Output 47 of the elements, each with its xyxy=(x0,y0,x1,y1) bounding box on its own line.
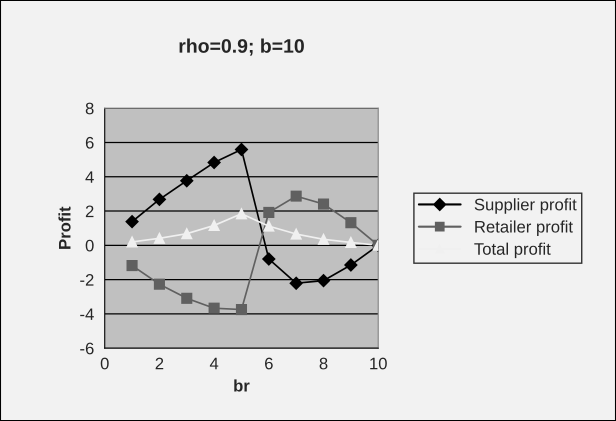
point xyxy=(316,274,330,288)
x-tick-label: 0 xyxy=(100,358,109,370)
point xyxy=(180,174,194,188)
legend-label: Supplier profit xyxy=(474,198,577,214)
point xyxy=(345,217,356,228)
y-tick-label: 8 xyxy=(86,102,94,114)
x-tick-label: 4 xyxy=(210,358,218,370)
point xyxy=(126,260,138,272)
point xyxy=(345,236,356,248)
point xyxy=(126,236,138,248)
y-axis-title: Profit xyxy=(58,206,71,249)
y-tick-label: 2 xyxy=(86,205,94,218)
point xyxy=(181,292,192,304)
text: Total profit xyxy=(474,242,551,258)
x-axis-title: br xyxy=(234,379,250,392)
point xyxy=(344,258,358,272)
x-tick-label: 10 xyxy=(370,358,387,370)
x-tick-label: 2 xyxy=(156,358,164,370)
y-tick-label: -2 xyxy=(80,274,94,286)
point xyxy=(152,192,166,206)
chart-title: rho=0.9; b=10 xyxy=(180,38,304,56)
point xyxy=(318,198,330,210)
point xyxy=(236,304,248,316)
point xyxy=(263,206,274,218)
point xyxy=(208,302,220,314)
point xyxy=(290,190,302,202)
point xyxy=(234,142,248,156)
point xyxy=(318,234,330,245)
point xyxy=(290,228,302,240)
x-tick-label: 6 xyxy=(265,358,273,370)
legend-label: Retailer profit xyxy=(475,220,573,236)
point xyxy=(181,228,192,240)
y-tick-label: -6 xyxy=(80,342,94,354)
point xyxy=(263,220,274,232)
y-tick-label: 0 xyxy=(86,240,94,252)
point xyxy=(125,215,139,228)
point xyxy=(154,232,165,244)
point xyxy=(208,220,220,231)
y-tick-label: -4 xyxy=(80,308,94,320)
y-tick-label: 6 xyxy=(86,136,94,149)
y-tick-label: 4 xyxy=(85,171,94,183)
x-tick-label: 8 xyxy=(320,358,328,370)
point xyxy=(208,156,221,170)
point xyxy=(154,278,165,290)
point xyxy=(262,252,276,266)
point xyxy=(290,276,303,290)
point xyxy=(236,208,248,220)
